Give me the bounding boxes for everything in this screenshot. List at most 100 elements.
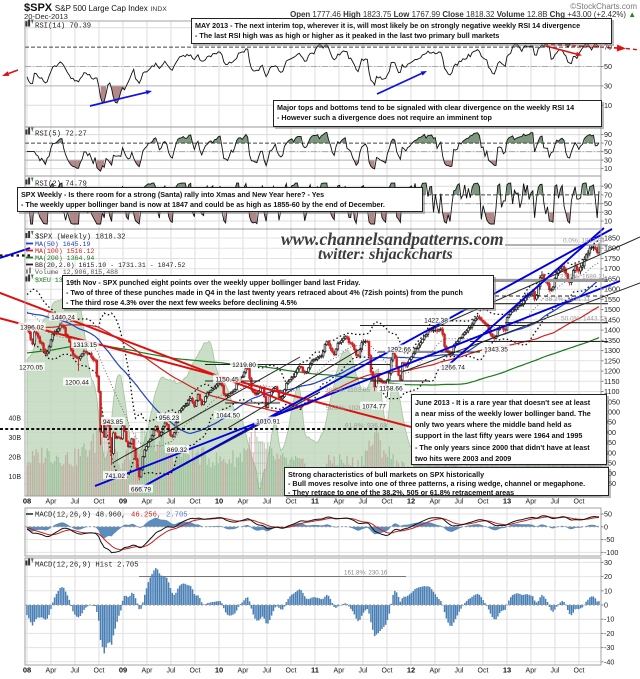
svg-text:Apr: Apr: [526, 668, 538, 675]
svg-text:MACD(12,26,9) Hist 2.705: MACD(12,26,9) Hist 2.705: [35, 562, 139, 570]
svg-text:10: 10: [604, 164, 612, 173]
svg-text:50: 50: [604, 147, 612, 156]
svg-text:46.256,: 46.256,: [131, 512, 161, 520]
svg-text:30B: 30B: [9, 435, 22, 442]
svg-text:Jul: Jul: [71, 499, 80, 506]
svg-text:12: 12: [407, 666, 415, 675]
svg-text:10: 10: [604, 101, 612, 110]
svg-text:1450: 1450: [604, 315, 620, 324]
svg-text:0: 0: [604, 601, 608, 610]
svg-text:10: 10: [215, 497, 223, 506]
svg-text:50: 50: [604, 199, 612, 208]
svg-text:38.2%: 1103.65: 38.2%: 1103.65: [325, 387, 370, 394]
svg-text:1158.66: 1158.66: [379, 385, 403, 392]
svg-text:1396.02: 1396.02: [20, 324, 44, 331]
svg-text:0: 0: [604, 522, 608, 531]
svg-text:10B: 10B: [9, 474, 22, 481]
svg-text:1300: 1300: [604, 346, 620, 355]
svg-text:Jul: Jul: [455, 499, 464, 506]
svg-text:1700: 1700: [604, 264, 620, 273]
svg-text:30: 30: [604, 208, 612, 217]
svg-text:10: 10: [215, 666, 223, 675]
svg-text:1650: 1650: [604, 274, 620, 283]
svg-text:RSI(2) 74.79: RSI(2) 74.79: [35, 181, 87, 189]
svg-text:1050: 1050: [604, 397, 620, 406]
svg-text:Oct: Oct: [286, 668, 297, 675]
svg-text:1219.80: 1219.80: [232, 362, 256, 369]
svg-text:900: 900: [604, 428, 616, 437]
svg-text:741.02: 741.02: [105, 473, 126, 480]
svg-text:50.0%: 1020.22: 50.0%: 1020.22: [326, 405, 372, 412]
svg-text:23.6%: 1689.21: 23.6%: 1689.21: [560, 274, 606, 281]
svg-text:30: 30: [604, 81, 612, 90]
svg-text:Oct: Oct: [478, 668, 489, 675]
svg-text:20B: 20B: [9, 455, 22, 462]
svg-text:Apr: Apr: [430, 668, 442, 675]
svg-text:08: 08: [23, 497, 31, 506]
svg-text:Jul: Jul: [359, 499, 368, 506]
svg-text:90: 90: [604, 182, 612, 191]
svg-text:1600: 1600: [604, 285, 620, 294]
svg-text:RSI(5) 72.27: RSI(5) 72.27: [35, 131, 87, 139]
svg-text:Jul: Jul: [359, 668, 368, 675]
svg-text:850: 850: [604, 438, 616, 447]
svg-text:1150.45: 1150.45: [215, 376, 239, 383]
svg-text:MA(100) 1516.12: MA(100) 1516.12: [35, 248, 94, 255]
svg-text:13: 13: [503, 497, 511, 506]
svg-text:61.8%: 936.68: 61.8%: 936.68: [345, 422, 387, 429]
svg-text:1250: 1250: [604, 356, 620, 365]
svg-text:12: 12: [407, 497, 415, 506]
svg-text:1000: 1000: [604, 408, 620, 417]
svg-text:1200.44: 1200.44: [65, 379, 89, 386]
svg-text:1074.77: 1074.77: [362, 403, 386, 410]
svg-text:Oct: Oct: [382, 499, 393, 506]
svg-text:Oct: Oct: [286, 499, 297, 506]
svg-text:RSI(14) 70.39: RSI(14) 70.39: [35, 23, 91, 31]
svg-text:956.23: 956.23: [159, 415, 180, 422]
svg-text:1343.35: 1343.35: [484, 346, 508, 353]
svg-text:30: 30: [604, 558, 612, 567]
svg-text:-30: -30: [604, 643, 614, 652]
svg-text:1350: 1350: [604, 336, 620, 345]
svg-text:1500: 1500: [604, 305, 620, 314]
svg-text:943.85: 943.85: [103, 419, 124, 426]
svg-text:Apr: Apr: [46, 668, 58, 675]
svg-text:0.0%: 1813.94: 0.0%: 1813.94: [563, 238, 605, 245]
svg-text:Oct: Oct: [190, 499, 201, 506]
svg-text:1422.38: 1422.38: [424, 317, 448, 324]
svg-text:-20: -20: [604, 629, 614, 638]
svg-text:Jul: Jul: [455, 668, 464, 675]
svg-text:38.2%: 1531.11: 38.2%: 1531.11: [545, 296, 590, 303]
svg-text:Apr: Apr: [334, 499, 346, 506]
svg-text:MACD(12,26,9) 48.960,: MACD(12,26,9) 48.960,: [35, 512, 126, 520]
svg-text:50: 50: [604, 62, 612, 71]
svg-text:1850: 1850: [604, 234, 620, 243]
svg-text:20: 20: [604, 572, 612, 581]
svg-text:Oct: Oct: [478, 499, 489, 506]
svg-text:MA(50) 1645.19: MA(50) 1645.19: [35, 241, 90, 248]
svg-text:1550: 1550: [604, 295, 620, 304]
svg-text:10: 10: [604, 217, 612, 226]
svg-text:Oct: Oct: [190, 668, 201, 675]
svg-text:1200: 1200: [604, 367, 620, 376]
svg-text:-50: -50: [604, 535, 614, 544]
svg-text:1010.91: 1010.91: [256, 418, 280, 425]
svg-text:1313.15: 1313.15: [73, 342, 97, 349]
svg-text:869.32: 869.32: [167, 447, 188, 454]
svg-text:Jul: Jul: [71, 668, 80, 675]
svg-text:161.8%: 230.16: 161.8%: 230.16: [344, 570, 388, 577]
svg-text:-100: -100: [604, 548, 618, 557]
svg-text:1270.05: 1270.05: [19, 364, 43, 371]
svg-text:70: 70: [604, 43, 612, 52]
svg-text:13: 13: [503, 666, 511, 675]
svg-text:Apr: Apr: [46, 499, 58, 506]
svg-text:666.79: 666.79: [131, 486, 152, 493]
svg-text:09: 09: [119, 666, 127, 675]
svg-text:50: 50: [604, 510, 612, 519]
svg-text:$SPX (Weekly) 1818.32: $SPX (Weekly) 1818.32: [35, 234, 126, 242]
svg-text:750: 750: [604, 459, 616, 468]
svg-text:1440.24: 1440.24: [51, 314, 75, 321]
svg-text:Oct: Oct: [382, 668, 393, 675]
svg-text:09: 09: [119, 497, 127, 506]
svg-text:MA(200) 1364.94: MA(200) 1364.94: [35, 255, 94, 262]
